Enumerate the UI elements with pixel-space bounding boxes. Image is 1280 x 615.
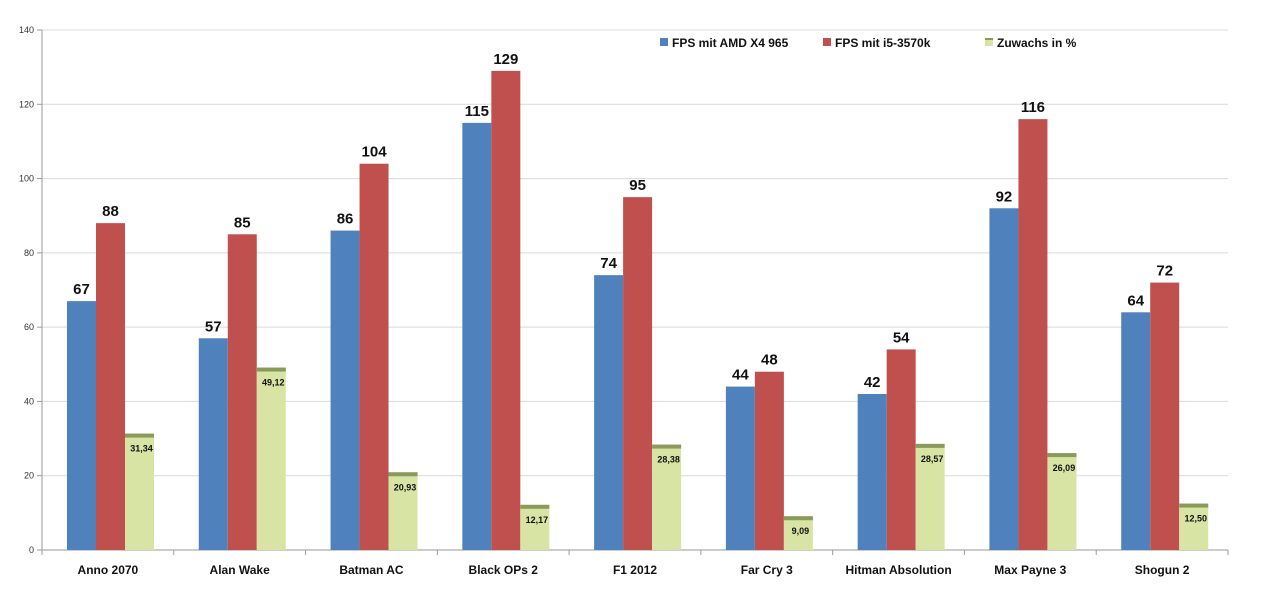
bar-amd (989, 208, 1019, 551)
bar-i5 (491, 70, 521, 550)
legend-label: Zuwachs in % (997, 36, 1077, 50)
x-category-label: Far Cry 3 (741, 563, 793, 577)
bar-amd (198, 338, 228, 550)
data-label: 115 (465, 103, 489, 120)
data-label: 20,93 (394, 482, 417, 492)
bar-cap (125, 433, 154, 438)
data-label: 49,12 (262, 378, 285, 388)
bar-amd (857, 394, 887, 550)
y-tick-label: 100 (19, 174, 34, 184)
bar-cap (783, 516, 813, 521)
bar-i5 (96, 223, 125, 550)
data-label: 72 (1156, 263, 1173, 280)
bar-i5 (227, 234, 257, 551)
x-category-label: Batman AC (339, 563, 404, 577)
data-label: 31,34 (130, 444, 153, 454)
legend: FPS mit AMD X4 965 FPS mit i5-3570k Zuwach… (660, 36, 1077, 50)
data-label: 9,09 (792, 526, 810, 536)
bar-i5 (886, 349, 916, 550)
data-label: 28,57 (921, 454, 944, 464)
bar-zuwachs (1179, 503, 1209, 550)
x-category-label: Hitman Absolution (845, 563, 951, 577)
bar-i5 (1150, 282, 1180, 550)
data-label: 54 (893, 329, 910, 346)
bar-cap (1179, 503, 1209, 508)
legend-label: FPS mit AMD X4 965 (672, 36, 789, 50)
bar-amd (1121, 312, 1151, 550)
y-tick-label: 80 (24, 248, 34, 258)
x-category-label: Max Payne 3 (994, 563, 1066, 577)
y-axis-ticks: 0 20 40 60 80 100 120 140 (19, 25, 34, 555)
bar-i5 (623, 197, 653, 550)
bar-amd (594, 275, 624, 550)
data-label: 44 (732, 367, 749, 384)
bar-cap (256, 367, 286, 372)
bar-amd (330, 230, 360, 551)
y-tick-label: 60 (24, 322, 34, 332)
data-label: 57 (205, 318, 222, 335)
data-label: 104 (362, 144, 388, 161)
x-category-label: Shogun 2 (1135, 563, 1190, 577)
data-label: 67 (73, 281, 90, 298)
data-labels: 67 88 31,34 57 85 49,12 86 104 20,93 115 129 12,17 7… (73, 51, 1207, 536)
bars (67, 70, 1209, 551)
x-category-label: Anno 2070 (78, 563, 139, 577)
bar-cap (652, 444, 682, 449)
data-label: 12,17 (526, 515, 549, 525)
data-label: 42 (864, 374, 881, 391)
data-label: 48 (761, 352, 778, 369)
y-tick-label: 140 (19, 25, 34, 35)
legend-swatch (985, 38, 993, 46)
data-label: 12,50 (1184, 514, 1207, 524)
data-label: 88 (102, 203, 119, 220)
bar-cap (1047, 453, 1077, 458)
data-label: 86 (337, 211, 354, 228)
bar-zuwachs (125, 433, 154, 550)
bar-zuwachs (783, 516, 813, 550)
bar-i5 (754, 371, 784, 550)
data-label: 95 (629, 177, 646, 194)
legend-swatch-cap (985, 38, 993, 40)
bar-i5 (1018, 119, 1048, 551)
data-label: 116 (1021, 99, 1045, 116)
bar-zuwachs (256, 367, 286, 550)
bar-amd (67, 301, 96, 550)
bar-zuwachs (1047, 453, 1077, 550)
bar-amd (462, 122, 492, 550)
bar-cap (915, 443, 945, 448)
data-label: 28,38 (657, 455, 680, 465)
y-tick-label: 0 (29, 545, 34, 555)
data-label: 64 (1127, 292, 1144, 309)
bar-zuwachs (520, 504, 550, 550)
legend-swatch (660, 38, 668, 46)
bar-cap (520, 504, 550, 509)
data-label: 85 (234, 214, 251, 231)
legend-label: FPS mit i5-3570k (835, 36, 931, 50)
y-tick-label: 120 (19, 99, 34, 109)
legend-swatch (823, 38, 831, 46)
x-axis-categories: Anno 2070 Alan Wake Batman AC Black OPs 2 F1… (78, 563, 1190, 577)
bar-i5 (359, 163, 389, 550)
bar-cap (388, 472, 418, 477)
bar-amd (725, 386, 755, 550)
bar-zuwachs (915, 443, 945, 550)
bar-zuwachs (652, 444, 682, 550)
data-label: 129 (493, 51, 518, 68)
x-category-label: Alan Wake (210, 563, 271, 577)
data-label: 74 (600, 255, 617, 272)
x-category-label: Black OPs 2 (469, 563, 539, 577)
x-category-label: F1 2012 (613, 563, 657, 577)
y-tick-label: 20 (24, 471, 34, 481)
data-label: 92 (996, 188, 1013, 205)
bar-zuwachs (388, 472, 418, 550)
y-tick-label: 40 (24, 396, 34, 406)
data-label: 26,09 (1053, 463, 1076, 473)
